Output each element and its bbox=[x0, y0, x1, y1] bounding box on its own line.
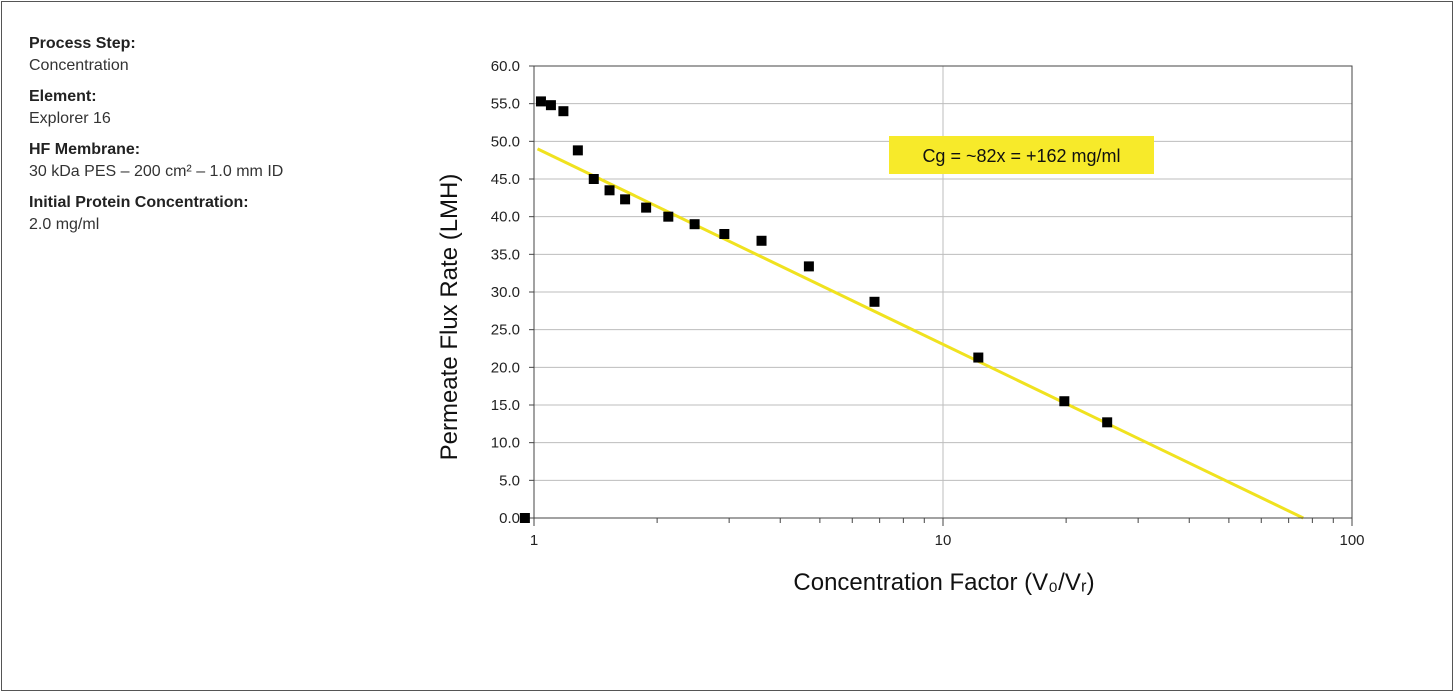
x-axis-title: Concentration Factor (V₀/Vᵣ) bbox=[793, 569, 1094, 596]
data-point bbox=[545, 100, 556, 111]
spec-initial-concentration: Initial Protein Concentration: 2.0 mg/ml bbox=[29, 192, 359, 236]
trendline bbox=[536, 147, 1304, 520]
y-tick-label: 5.0 bbox=[499, 472, 520, 489]
data-point bbox=[558, 106, 569, 117]
y-tick-label: 50.0 bbox=[491, 133, 520, 150]
axes: 0.0 5.0 10.0 15.0 20.0 25.0 30.0 35.0 40.0 45.0 50… bbox=[491, 58, 1365, 549]
spec-label: Initial Protein Concentration: bbox=[29, 194, 249, 211]
plot-frame bbox=[533, 65, 1353, 519]
data-point bbox=[973, 352, 984, 363]
spec-label: HF Membrane: bbox=[29, 141, 141, 158]
data-point bbox=[588, 174, 599, 184]
trendline-layer bbox=[536, 147, 1304, 520]
y-tick-label: 30.0 bbox=[491, 284, 520, 301]
y-tick-label: 10.0 bbox=[491, 435, 520, 452]
data-points bbox=[519, 96, 1113, 523]
y-tick-label: 0.0 bbox=[499, 510, 520, 527]
data-point bbox=[719, 228, 730, 239]
data-point bbox=[663, 211, 674, 222]
y-tick-label: 40.0 bbox=[491, 209, 520, 226]
annotation-layer: Cg = ~82x = +162 mg/ml bbox=[889, 136, 1154, 174]
data-point bbox=[869, 296, 880, 307]
spec-value: 2.0 mg/ml bbox=[29, 216, 100, 233]
data-point bbox=[604, 185, 615, 196]
data-point bbox=[689, 219, 700, 230]
y-tick-label: 25.0 bbox=[491, 322, 520, 339]
spec-label: Element: bbox=[29, 88, 97, 105]
annotation-box bbox=[889, 136, 1154, 174]
y-tick-label: 55.0 bbox=[491, 96, 520, 113]
data-point bbox=[519, 513, 530, 523]
y-tick-label: 60.0 bbox=[491, 58, 520, 75]
y-tick-label: 15.0 bbox=[491, 397, 520, 414]
y-axis-title: Permeate Flux Rate (LMH) bbox=[436, 174, 463, 461]
grid-lines bbox=[534, 65, 1353, 518]
data-point bbox=[620, 194, 631, 205]
data-point bbox=[535, 96, 546, 107]
x-tick-label: 1 bbox=[530, 532, 538, 549]
x-tick-label: 100 bbox=[1339, 532, 1364, 549]
y-tick-label: 20.0 bbox=[491, 359, 520, 376]
data-point bbox=[572, 145, 583, 156]
x-tick-label: 10 bbox=[935, 532, 952, 549]
data-point bbox=[1102, 417, 1113, 428]
data-point bbox=[641, 202, 652, 213]
data-point bbox=[1059, 396, 1070, 407]
spec-element: Element: Explorer 16 bbox=[29, 86, 359, 130]
spec-hf-membrane: HF Membrane: 30 kDa PES – 200 cm² – 1.0 … bbox=[29, 139, 359, 183]
y-tick-label: 35.0 bbox=[491, 246, 520, 263]
y-tick-label: 45.0 bbox=[491, 171, 520, 188]
process-specs: Process Step: Concentration Element: Exp… bbox=[29, 33, 359, 245]
annotation-label: Cg = ~82x = +162 mg/ml bbox=[922, 146, 1120, 166]
spec-value: Explorer 16 bbox=[29, 110, 111, 127]
spec-value: 30 kDa PES – 200 cm² – 1.0 mm ID bbox=[29, 163, 284, 180]
spec-label: Process Step: bbox=[29, 35, 136, 52]
spec-value: Concentration bbox=[29, 57, 129, 74]
data-point bbox=[756, 235, 767, 246]
spec-process-step: Process Step: Concentration bbox=[29, 33, 359, 77]
data-point bbox=[803, 261, 814, 272]
